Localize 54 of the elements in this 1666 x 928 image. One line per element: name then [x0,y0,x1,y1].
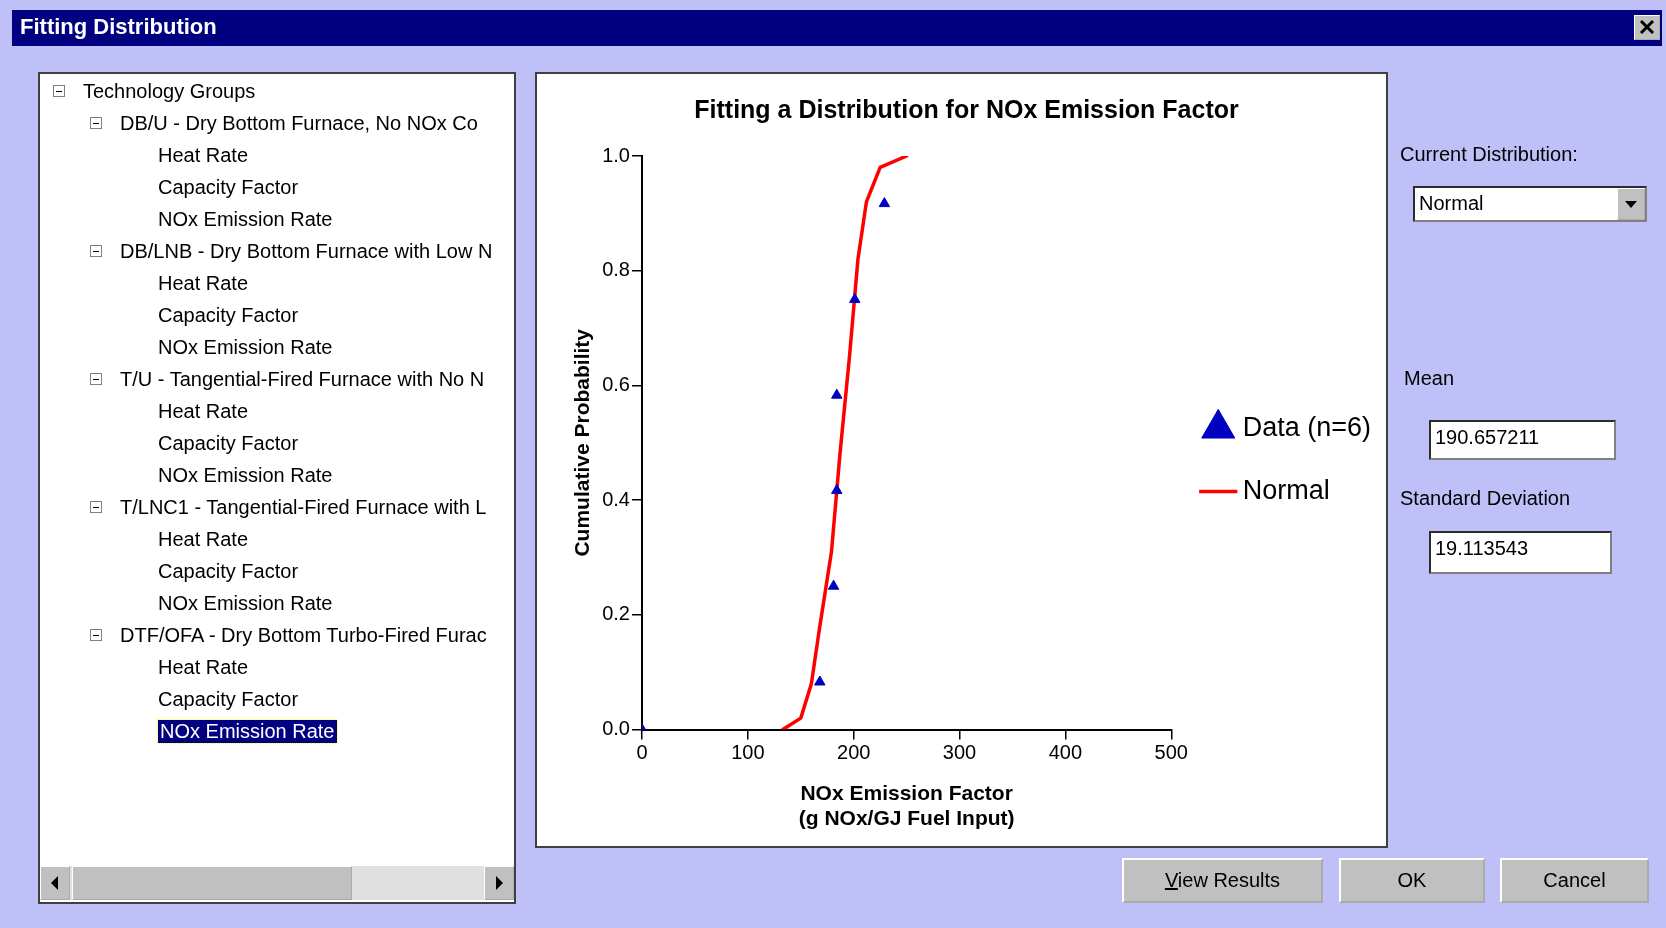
text: NOx Emission Rate [158,464,333,487]
chart-title: Fitting a Distribution for NOx Emission Factor [694,94,1239,123]
legend-label: Data (n=6) [1242,411,1372,442]
text: 190.657211 [1429,420,1616,460]
text: T/LNC1 - Tangential-Fired Furnace with L [120,496,487,519]
text: Cancel [1500,858,1649,903]
y-tick-label: 0.0 [602,717,630,740]
y-tick-label: 0.8 [602,258,630,281]
text: NOx Emission Rate [158,592,333,615]
text: Heat Rate [158,272,249,295]
text: DB/LNB - Dry Bottom Furnace with Low N [120,240,493,263]
point [827,579,840,590]
text: NOx Emission Rate [158,720,337,743]
text: Normal [1413,186,1647,222]
y-tick-label: 0.2 [602,602,630,625]
text: Technology Groups [83,80,256,103]
text: DTF/OFA - Dry Bottom Turbo-Fired Furac [120,624,487,647]
x-tick-label: 0 [636,741,648,764]
text: Mean [1404,367,1455,390]
text: Capacity Factor [158,432,299,455]
text: Fitting Distribution [20,14,217,40]
x-tick-label: 300 [942,741,977,764]
text: 19.113543 [1429,531,1612,574]
text: Capacity Factor [158,688,299,711]
y-tick-label: 1.0 [602,143,630,166]
x-tick-label: 200 [837,741,871,764]
x-tick-label: 100 [731,741,765,764]
text: Current Distribution: [1400,143,1578,166]
y-tick-label: 0.4 [602,487,630,510]
point [831,483,843,494]
point [849,292,861,303]
y-tick-label: 0.6 [602,372,630,395]
text: OK [1339,858,1485,903]
text: View Results [1164,869,1281,892]
text: T/U - Tangential-Fired Furnace with No N [120,368,485,391]
legend-label: Normal [1242,474,1330,505]
text: Heat Rate [158,144,249,167]
text: Heat Rate [158,656,249,679]
x-axis-title: NOx Emission Factor (g NOx/GJ Fuel Input) [798,781,1015,830]
x-tick-label: 500 [1154,741,1188,764]
text: Heat Rate [158,528,249,551]
text: Standard Deviation [1400,487,1571,510]
point [831,388,843,399]
text: Heat Rate [158,400,249,423]
text: Capacity Factor [158,176,299,199]
point [814,675,826,686]
y-axis-title: Cumulative Probability [570,328,594,557]
text: Capacity Factor [158,304,299,327]
x-tick-label: 400 [1048,741,1083,764]
text: DB/U - Dry Bottom Furnace, No NOx Co [120,112,478,135]
text: NOx Emission Rate [158,208,333,231]
text: Capacity Factor [158,560,299,583]
text: NOx Emission Rate [158,336,333,359]
point [878,197,891,208]
